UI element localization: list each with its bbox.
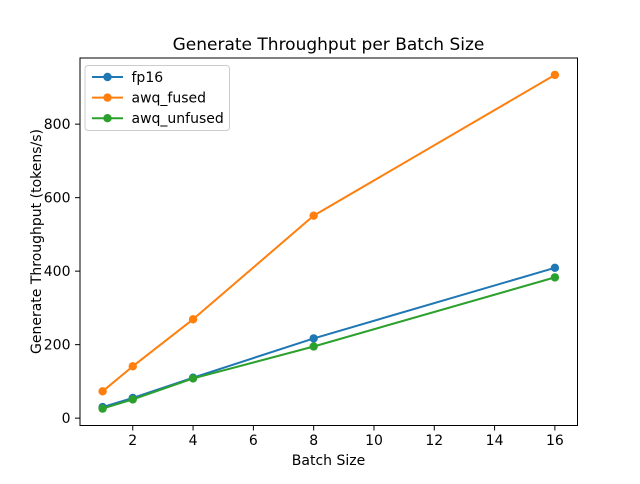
y-tick-label: 800 [44, 117, 71, 133]
data-point-marker [550, 70, 560, 80]
legend-marker [103, 72, 112, 82]
x-tick-label: 14 [486, 433, 504, 449]
x-tick-label: 8 [309, 433, 318, 449]
x-axis-label: Batch Size [292, 453, 365, 469]
legend-marker [103, 93, 112, 102]
x-tick-label: 10 [365, 433, 383, 449]
series-awq_fused [98, 70, 560, 396]
series-line [102, 276, 556, 410]
x-tick-label: 2 [128, 433, 137, 449]
y-tick-label: 400 [44, 264, 71, 280]
data-point-marker [309, 342, 318, 351]
x-tick-label: 16 [546, 433, 564, 449]
data-point-marker [128, 362, 137, 371]
series-awq_unfused [98, 273, 560, 413]
x-tick-label: 6 [249, 433, 258, 449]
data-point-marker [309, 211, 318, 220]
series-lines [98, 70, 560, 413]
legend-marker [103, 114, 112, 123]
legend-label: awq_unfused [132, 111, 224, 127]
y-axis: 0 200 400 600 800 [44, 117, 80, 427]
y-tick-label: 0 [62, 411, 71, 427]
data-point-marker [550, 273, 560, 282]
x-axis: 2 4 6 8 10 12 14 16 [128, 425, 564, 449]
y-tick-label: 600 [44, 191, 71, 207]
legend-item-fp16: fp16 [92, 70, 163, 86]
legend-box [84, 65, 230, 131]
legend-item-awq_unfused: awq_unfused [92, 111, 224, 127]
data-point-marker [98, 404, 107, 413]
series-fp16 [98, 263, 560, 412]
data-point-marker [550, 263, 560, 273]
data-point-marker [188, 315, 198, 324]
legend-label: fp16 [132, 70, 164, 86]
chart-title: Generate Throughput per Batch Size [173, 35, 485, 55]
x-tick-label: 12 [425, 433, 443, 449]
legend-label: awq_fused [132, 91, 207, 107]
data-point-marker [188, 374, 198, 383]
y-tick-label: 200 [44, 338, 71, 354]
data-point-marker [98, 387, 107, 396]
legend-item-awq_fused: awq_fused [92, 91, 206, 107]
x-tick-label: 4 [189, 433, 198, 449]
plot-border [79, 57, 578, 426]
data-point-marker [128, 395, 137, 404]
y-axis-label: Generate Throughput (tokens/s) [29, 129, 45, 354]
plot-frame [79, 57, 578, 426]
legend: fp16 awq_fused awq_unfused [84, 65, 230, 131]
data-point-marker [309, 334, 318, 343]
